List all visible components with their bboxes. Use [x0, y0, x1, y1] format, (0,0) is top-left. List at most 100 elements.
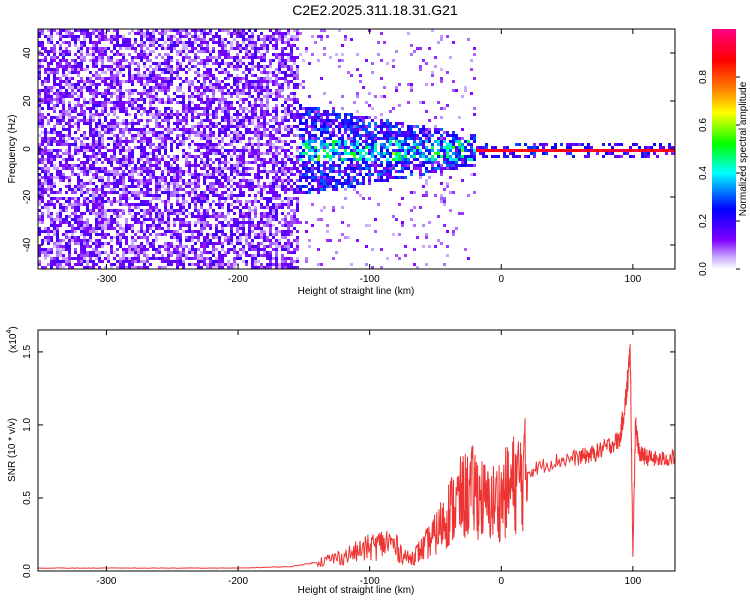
heatmap-cell: [257, 155, 260, 158]
heatmap-cell: [155, 47, 158, 50]
heatmap-cell: [299, 173, 302, 176]
heatmap-cell: [317, 161, 320, 164]
heatmap-cell: [83, 170, 86, 173]
heatmap-cell: [56, 167, 59, 170]
heatmap-cell: [140, 56, 143, 59]
heatmap-cell: [197, 44, 200, 47]
heatmap-cell: [224, 116, 227, 119]
heatmap-cell: [62, 80, 65, 83]
heatmap-cell: [98, 170, 101, 173]
heatmap-cell: [248, 101, 251, 104]
heatmap-cell: [122, 53, 125, 56]
heatmap-cell: [41, 107, 44, 110]
heatmap-cell: [275, 215, 278, 218]
heatmap-cell: [227, 143, 230, 146]
heatmap-cell: [152, 41, 155, 44]
heatmap-cell: [128, 131, 131, 134]
heatmap-cell: [179, 77, 182, 80]
heatmap-cell: [95, 200, 98, 203]
heatmap-cell: [161, 29, 164, 32]
heatmap-cell: [56, 92, 59, 95]
heatmap-cell: [206, 119, 209, 122]
heatmap-cell: [332, 146, 335, 149]
heatmap-cell: [152, 80, 155, 83]
heatmap-cell: [143, 152, 146, 155]
heatmap-cell: [218, 107, 221, 110]
heatmap-cell: [122, 233, 125, 236]
heatmap-cell: [206, 86, 209, 89]
heatmap-cell: [299, 191, 302, 194]
heatmap-cell: [209, 107, 212, 110]
heatmap-cell: [50, 203, 53, 206]
heatmap-cell: [47, 92, 50, 95]
heatmap-cell: [317, 155, 320, 158]
heatmap-cell: [44, 92, 47, 95]
heatmap-cell: [113, 122, 116, 125]
heatmap-cell: [104, 80, 107, 83]
heatmap-cell: [164, 176, 167, 179]
heatmap-cell: [41, 251, 44, 254]
heatmap-cell: [230, 104, 233, 107]
heatmap-cell: [62, 260, 65, 263]
heatmap-cell: [254, 125, 257, 128]
heatmap-cell: [158, 143, 161, 146]
heatmap-cell: [212, 185, 215, 188]
heatmap-cell: [218, 134, 221, 137]
heatmap-cell: [176, 122, 179, 125]
heatmap-cell: [80, 251, 83, 254]
heatmap-cell: [158, 101, 161, 104]
heatmap-cell: [77, 29, 80, 32]
heatmap-cell: [149, 245, 152, 248]
heatmap-cell: [59, 86, 62, 89]
heatmap-cell: [89, 71, 92, 74]
heatmap-cell: [224, 176, 227, 179]
heatmap-cell: [269, 266, 272, 269]
heatmap-cell: [239, 35, 242, 38]
heatmap-cell: [140, 221, 143, 224]
heatmap-cell: [254, 53, 257, 56]
heatmap-cell: [221, 254, 224, 257]
heatmap-cell: [98, 35, 101, 38]
heatmap-cell: [284, 197, 287, 200]
heatmap-cell: [215, 152, 218, 155]
heatmap-cell: [272, 209, 275, 212]
heatmap-cell: [89, 212, 92, 215]
heatmap-cell: [140, 131, 143, 134]
heatmap-cell: [47, 53, 50, 56]
heatmap-cell: [254, 41, 257, 44]
heatmap-cell: [50, 200, 53, 203]
heatmap-cell: [350, 122, 353, 125]
heatmap-cell: [98, 239, 101, 242]
heatmap-cell: [254, 260, 257, 263]
heatmap-cell: [290, 140, 293, 143]
heatmap-cell: [119, 152, 122, 155]
heatmap-cell: [188, 182, 191, 185]
heatmap-cell: [251, 179, 254, 182]
heatmap-cell: [221, 107, 224, 110]
heatmap-cell: [41, 122, 44, 125]
heatmap-cell: [167, 29, 170, 32]
heatmap-cell: [98, 137, 101, 140]
heatmap-cell: [53, 140, 56, 143]
heatmap-cell: [62, 209, 65, 212]
heatmap-cell: [335, 125, 338, 128]
heatmap-cell: [182, 266, 185, 269]
heatmap-cell: [119, 71, 122, 74]
heatmap-cell: [146, 248, 149, 251]
heatmap-cell: [218, 179, 221, 182]
heatmap-cell: [191, 176, 194, 179]
heatmap-cell: [224, 83, 227, 86]
heatmap-cell: [272, 161, 275, 164]
heatmap-cell: [203, 86, 206, 89]
heatmap-cell: [218, 173, 221, 176]
heatmap-cell: [275, 257, 278, 260]
heatmap-cell: [128, 128, 131, 131]
heatmap-cell: [221, 95, 224, 98]
heatmap-cell: [176, 218, 179, 221]
heatmap-cell: [236, 263, 239, 266]
heatmap-cell: [218, 167, 221, 170]
heatmap-cell: [83, 35, 86, 38]
heatmap-cell: [71, 86, 74, 89]
heatmap-cell: [131, 59, 134, 62]
heatmap-cell: [341, 146, 344, 149]
